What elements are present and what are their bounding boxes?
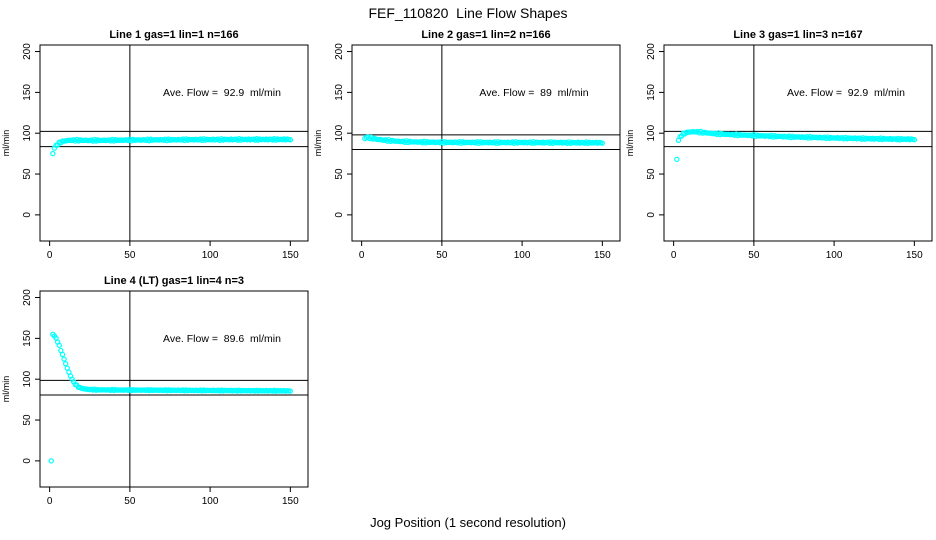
plot-area: 0 50 100 150 0 50 100 150 200 <box>334 43 621 261</box>
plot-area: 0 50 100 150 0 50 100 150 200 <box>646 43 933 261</box>
svg-text:100: 100 <box>334 124 345 141</box>
panels-grid: Line 1 gas=1 lin=1 n=166 Ave. Flow = 92.… <box>0 25 936 517</box>
svg-text:0: 0 <box>22 212 33 218</box>
svg-text:50: 50 <box>124 250 136 261</box>
panel-cell-line4: Line 4 (LT) gas=1 lin=4 n=3 Ave. Flow = … <box>0 271 312 517</box>
svg-text:150: 150 <box>282 496 299 507</box>
svg-text:50: 50 <box>334 168 345 180</box>
panel-line3: Line 3 gas=1 lin=3 n=167 Ave. Flow = 92.… <box>625 29 933 261</box>
plot-area: 0 50 100 150 0 50 100 150 200 <box>22 289 309 507</box>
svg-text:50: 50 <box>22 414 33 426</box>
svg-text:0: 0 <box>47 496 53 507</box>
svg-text:0: 0 <box>646 212 657 218</box>
svg-text:100: 100 <box>202 496 219 507</box>
y-axis-label: ml/min <box>1 376 11 403</box>
y-axis-label: ml/min <box>313 130 323 157</box>
svg-text:200: 200 <box>22 289 33 306</box>
svg-text:50: 50 <box>748 250 760 261</box>
y-axis-label: ml/min <box>625 130 635 157</box>
svg-text:100: 100 <box>22 124 33 141</box>
ave-flow-annotation: Ave. Flow = 89.6 ml/min <box>163 333 281 345</box>
panel-line4: Line 4 (LT) gas=1 lin=4 n=3 Ave. Flow = … <box>1 275 309 507</box>
panel-cell-line1: Line 1 gas=1 lin=1 n=166 Ave. Flow = 92.… <box>0 25 312 271</box>
ave-flow-annotation: Ave. Flow = 92.9 ml/min <box>787 87 905 99</box>
svg-text:200: 200 <box>334 43 345 60</box>
empty-cell <box>312 271 624 517</box>
svg-text:50: 50 <box>22 168 33 180</box>
panel-title: Line 3 gas=1 lin=3 n=167 <box>733 29 862 41</box>
figure-xlabel: Jog Position (1 second resolution) <box>370 515 566 530</box>
svg-text:50: 50 <box>436 250 448 261</box>
svg-text:150: 150 <box>22 84 33 101</box>
svg-text:150: 150 <box>22 330 33 347</box>
svg-text:100: 100 <box>826 250 843 261</box>
svg-text:100: 100 <box>514 250 531 261</box>
panel-line2: Line 2 gas=1 lin=2 n=166 Ave. Flow = 89 … <box>313 29 621 261</box>
svg-text:0: 0 <box>359 250 365 261</box>
svg-text:200: 200 <box>22 43 33 60</box>
svg-text:50: 50 <box>124 496 136 507</box>
svg-text:100: 100 <box>646 124 657 141</box>
svg-text:0: 0 <box>334 212 345 218</box>
svg-text:200: 200 <box>646 43 657 60</box>
svg-text:150: 150 <box>646 84 657 101</box>
panel-cell-line3: Line 3 gas=1 lin=3 n=167 Ave. Flow = 92.… <box>624 25 936 271</box>
panel-line1: Line 1 gas=1 lin=1 n=166 Ave. Flow = 92.… <box>1 29 309 261</box>
svg-text:50: 50 <box>646 168 657 180</box>
svg-text:100: 100 <box>22 370 33 387</box>
svg-text:150: 150 <box>282 250 299 261</box>
panel-cell-line2: Line 2 gas=1 lin=2 n=166 Ave. Flow = 89 … <box>312 25 624 271</box>
svg-text:0: 0 <box>671 250 677 261</box>
panel-title: Line 1 gas=1 lin=1 n=166 <box>109 29 238 41</box>
ave-flow-annotation: Ave. Flow = 92.9 ml/min <box>163 87 281 99</box>
svg-text:150: 150 <box>906 250 923 261</box>
empty-cell <box>624 271 936 517</box>
svg-text:100: 100 <box>202 250 219 261</box>
plot-area: 0 50 100 150 0 50 100 150 200 <box>22 43 309 261</box>
svg-text:0: 0 <box>22 458 33 464</box>
svg-text:0: 0 <box>47 250 53 261</box>
ave-flow-annotation: Ave. Flow = 89 ml/min <box>479 87 588 99</box>
figure-title: FEF_110820 Line Flow Shapes <box>368 5 568 21</box>
panel-title: Line 2 gas=1 lin=2 n=166 <box>421 29 550 41</box>
panel-title: Line 4 (LT) gas=1 lin=4 n=3 <box>104 275 244 287</box>
svg-text:150: 150 <box>334 84 345 101</box>
y-axis-label: ml/min <box>1 130 11 157</box>
svg-text:150: 150 <box>594 250 611 261</box>
